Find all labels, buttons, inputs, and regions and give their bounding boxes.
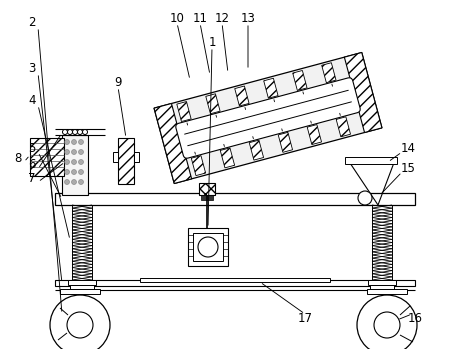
Text: 9: 9 <box>114 75 122 89</box>
Text: 6: 6 <box>28 158 36 171</box>
Circle shape <box>71 149 77 155</box>
Circle shape <box>50 295 110 349</box>
Bar <box>193 233 223 261</box>
Circle shape <box>79 140 84 144</box>
FancyArrowPatch shape <box>303 92 304 94</box>
Circle shape <box>79 179 84 185</box>
Bar <box>154 52 382 184</box>
Bar <box>368 280 396 285</box>
Circle shape <box>71 179 77 185</box>
Circle shape <box>62 129 68 134</box>
Bar <box>367 289 407 294</box>
Bar <box>322 63 336 83</box>
FancyArrowPatch shape <box>184 90 348 134</box>
Text: 7: 7 <box>28 171 36 185</box>
Bar <box>68 280 96 285</box>
Bar <box>264 78 278 98</box>
Bar <box>118 138 134 184</box>
Text: 11: 11 <box>193 12 208 24</box>
Bar <box>70 285 94 289</box>
FancyArrowPatch shape <box>216 115 217 117</box>
Text: 12: 12 <box>214 12 229 24</box>
Text: 14: 14 <box>401 141 415 155</box>
Bar <box>134 152 139 162</box>
Bar <box>154 104 192 184</box>
Circle shape <box>71 159 77 164</box>
Circle shape <box>72 129 78 134</box>
Bar <box>345 157 397 164</box>
Text: 13: 13 <box>241 12 255 24</box>
Bar <box>55 193 415 205</box>
Text: 15: 15 <box>401 162 415 174</box>
Bar <box>113 152 118 162</box>
Text: 3: 3 <box>28 61 35 74</box>
Bar <box>191 156 206 176</box>
Bar <box>60 289 100 294</box>
Bar <box>220 148 235 168</box>
Bar <box>30 138 64 176</box>
Bar <box>55 280 415 286</box>
Circle shape <box>79 170 84 174</box>
Circle shape <box>67 312 93 338</box>
Circle shape <box>64 159 70 164</box>
Text: 10: 10 <box>169 12 184 24</box>
Text: 17: 17 <box>298 312 313 325</box>
Circle shape <box>78 129 82 134</box>
Text: 4: 4 <box>28 94 36 106</box>
FancyArrowPatch shape <box>187 123 188 125</box>
Circle shape <box>71 140 77 144</box>
Circle shape <box>358 191 372 205</box>
Circle shape <box>64 179 70 185</box>
Bar <box>278 132 292 152</box>
Text: 8: 8 <box>14 151 22 164</box>
Text: 5: 5 <box>28 141 35 155</box>
Bar <box>201 195 213 200</box>
Bar <box>370 285 394 289</box>
FancyArrowPatch shape <box>253 136 254 139</box>
Bar <box>188 228 228 266</box>
FancyArrowPatch shape <box>188 102 351 146</box>
Bar <box>307 125 322 144</box>
Circle shape <box>357 295 417 349</box>
Circle shape <box>64 149 70 155</box>
Circle shape <box>64 140 70 144</box>
Bar <box>177 102 191 121</box>
Bar <box>344 52 382 133</box>
Bar <box>293 70 307 90</box>
Bar <box>249 140 263 160</box>
Circle shape <box>71 170 77 174</box>
Bar <box>336 117 350 137</box>
Bar <box>206 94 220 114</box>
Circle shape <box>79 149 84 155</box>
Bar <box>140 278 330 282</box>
Circle shape <box>198 237 218 257</box>
FancyBboxPatch shape <box>176 78 360 158</box>
Circle shape <box>79 159 84 164</box>
Text: 16: 16 <box>408 312 422 325</box>
Bar <box>62 135 88 195</box>
Circle shape <box>64 170 70 174</box>
Text: 1: 1 <box>208 36 216 49</box>
Circle shape <box>374 312 400 338</box>
Bar <box>235 86 249 106</box>
Bar <box>199 183 215 195</box>
FancyArrowPatch shape <box>332 84 333 86</box>
Text: 2: 2 <box>28 15 36 29</box>
Circle shape <box>82 129 88 134</box>
Circle shape <box>68 129 72 134</box>
